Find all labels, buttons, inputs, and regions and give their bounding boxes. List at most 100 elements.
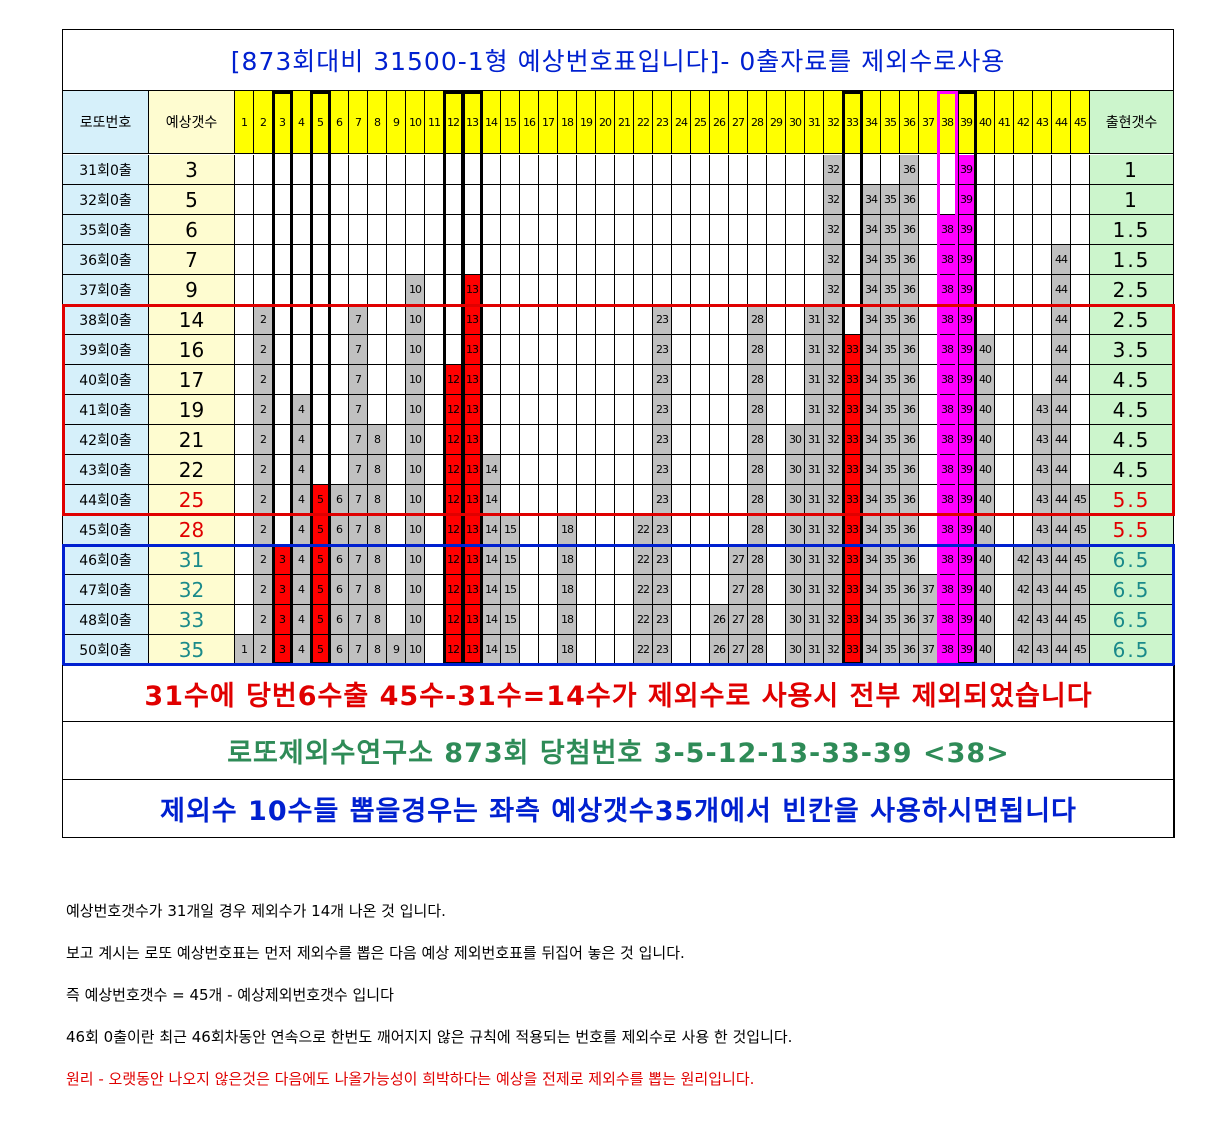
- empty-cell: [615, 605, 634, 635]
- title: [873회대비 31500-1형 예상번호표입니다]- 0출자료를 제외수로사용: [62, 29, 1174, 91]
- empty-cell: [235, 305, 254, 335]
- empty-cell: [387, 335, 406, 365]
- number-cell: 44: [1052, 425, 1071, 455]
- row-label: 32회0출: [62, 185, 149, 215]
- number-cell: 34: [862, 395, 881, 425]
- number-cell: 18: [558, 545, 577, 575]
- number-cell: 35: [881, 245, 900, 275]
- number-cell: 26: [710, 635, 729, 665]
- empty-cell: [577, 455, 596, 485]
- empty-cell: [672, 155, 691, 185]
- row-group-box: [62, 304, 1175, 516]
- empty-cell: [691, 245, 710, 275]
- empty-cell: [577, 365, 596, 395]
- number-cell: 32: [824, 545, 843, 575]
- column-number: 4: [292, 91, 311, 154]
- empty-cell: [1071, 305, 1090, 335]
- number-cell: 43: [1033, 485, 1052, 515]
- number-cell: 36: [900, 305, 919, 335]
- empty-cell: [577, 335, 596, 365]
- empty-cell: [729, 515, 748, 545]
- number-cell: 31: [805, 425, 824, 455]
- number-cell: 30: [786, 425, 805, 455]
- empty-cell: [767, 365, 786, 395]
- empty-cell: [672, 335, 691, 365]
- header-count: 예상갯수: [149, 91, 235, 154]
- row-label: 43회0출: [62, 455, 149, 485]
- empty-cell: [577, 605, 596, 635]
- banner: 로또제외수연구소 873회 당첨번호 3-5-12-13-33-39 <38>: [62, 722, 1175, 780]
- empty-cell: [767, 245, 786, 275]
- empty-cell: [767, 545, 786, 575]
- empty-cell: [596, 155, 615, 185]
- empty-cell: [539, 215, 558, 245]
- empty-cell: [710, 365, 729, 395]
- number-cell: 22: [634, 545, 653, 575]
- empty-cell: [387, 395, 406, 425]
- empty-cell: [482, 155, 501, 185]
- empty-cell: [254, 245, 273, 275]
- empty-cell: [520, 605, 539, 635]
- empty-cell: [1071, 155, 1090, 185]
- empty-cell: [539, 425, 558, 455]
- empty-cell: [748, 215, 767, 245]
- number-cell: 42: [1014, 605, 1033, 635]
- empty-cell: [672, 395, 691, 425]
- row-count: 7: [149, 245, 235, 275]
- empty-cell: [520, 305, 539, 335]
- column-number: 32: [824, 91, 843, 154]
- empty-cell: [748, 155, 767, 185]
- column-number: 26: [710, 91, 729, 154]
- number-cell: 23: [653, 455, 672, 485]
- empty-cell: [615, 515, 634, 545]
- number-cell: 44: [1052, 275, 1071, 305]
- empty-cell: [482, 365, 501, 395]
- empty-cell: [349, 215, 368, 245]
- row-count: 5: [149, 185, 235, 215]
- empty-cell: [292, 215, 311, 245]
- number-cell: 30: [786, 455, 805, 485]
- number-cell: 10: [406, 635, 425, 665]
- empty-cell: [235, 515, 254, 545]
- column-number: 27: [729, 91, 748, 154]
- empty-cell: [615, 545, 634, 575]
- number-cell: 38: [938, 605, 957, 635]
- number-cell: 32: [824, 515, 843, 545]
- column-number: 16: [520, 91, 539, 154]
- number-cell: 36: [900, 485, 919, 515]
- number-cell: 18: [558, 575, 577, 605]
- empty-cell: [919, 155, 938, 185]
- empty-cell: [501, 275, 520, 305]
- row-count: 3: [149, 155, 235, 185]
- empty-cell: [672, 515, 691, 545]
- number-cell: 45: [1071, 605, 1090, 635]
- column-number: 1: [235, 91, 254, 154]
- empty-cell: [615, 455, 634, 485]
- number-cell: 7: [349, 545, 368, 575]
- empty-cell: [539, 605, 558, 635]
- empty-cell: [1014, 305, 1033, 335]
- number-cell: 10: [406, 335, 425, 365]
- empty-cell: [387, 305, 406, 335]
- empty-cell: [596, 515, 615, 545]
- number-cell: 15: [501, 635, 520, 665]
- row-count: 22: [149, 455, 235, 485]
- empty-cell: [615, 275, 634, 305]
- number-cell: 28: [748, 485, 767, 515]
- column-number: 20: [596, 91, 615, 154]
- column-number: 2: [254, 91, 273, 154]
- empty-cell: [615, 575, 634, 605]
- number-cell: 38: [938, 425, 957, 455]
- number-cell: 39: [957, 545, 976, 575]
- empty-cell: [235, 335, 254, 365]
- empty-cell: [577, 575, 596, 605]
- empty-cell: [995, 275, 1014, 305]
- empty-cell: [539, 545, 558, 575]
- note: 예상번호갯수가 31개일 경우 제외수가 14개 나온 것 입니다.: [66, 902, 446, 920]
- empty-cell: [558, 305, 577, 335]
- column-number: 34: [862, 91, 881, 154]
- number-cell: 6: [330, 515, 349, 545]
- row-group-box: [62, 544, 1175, 666]
- number-cell: 22: [634, 515, 653, 545]
- number-cell: 36: [900, 395, 919, 425]
